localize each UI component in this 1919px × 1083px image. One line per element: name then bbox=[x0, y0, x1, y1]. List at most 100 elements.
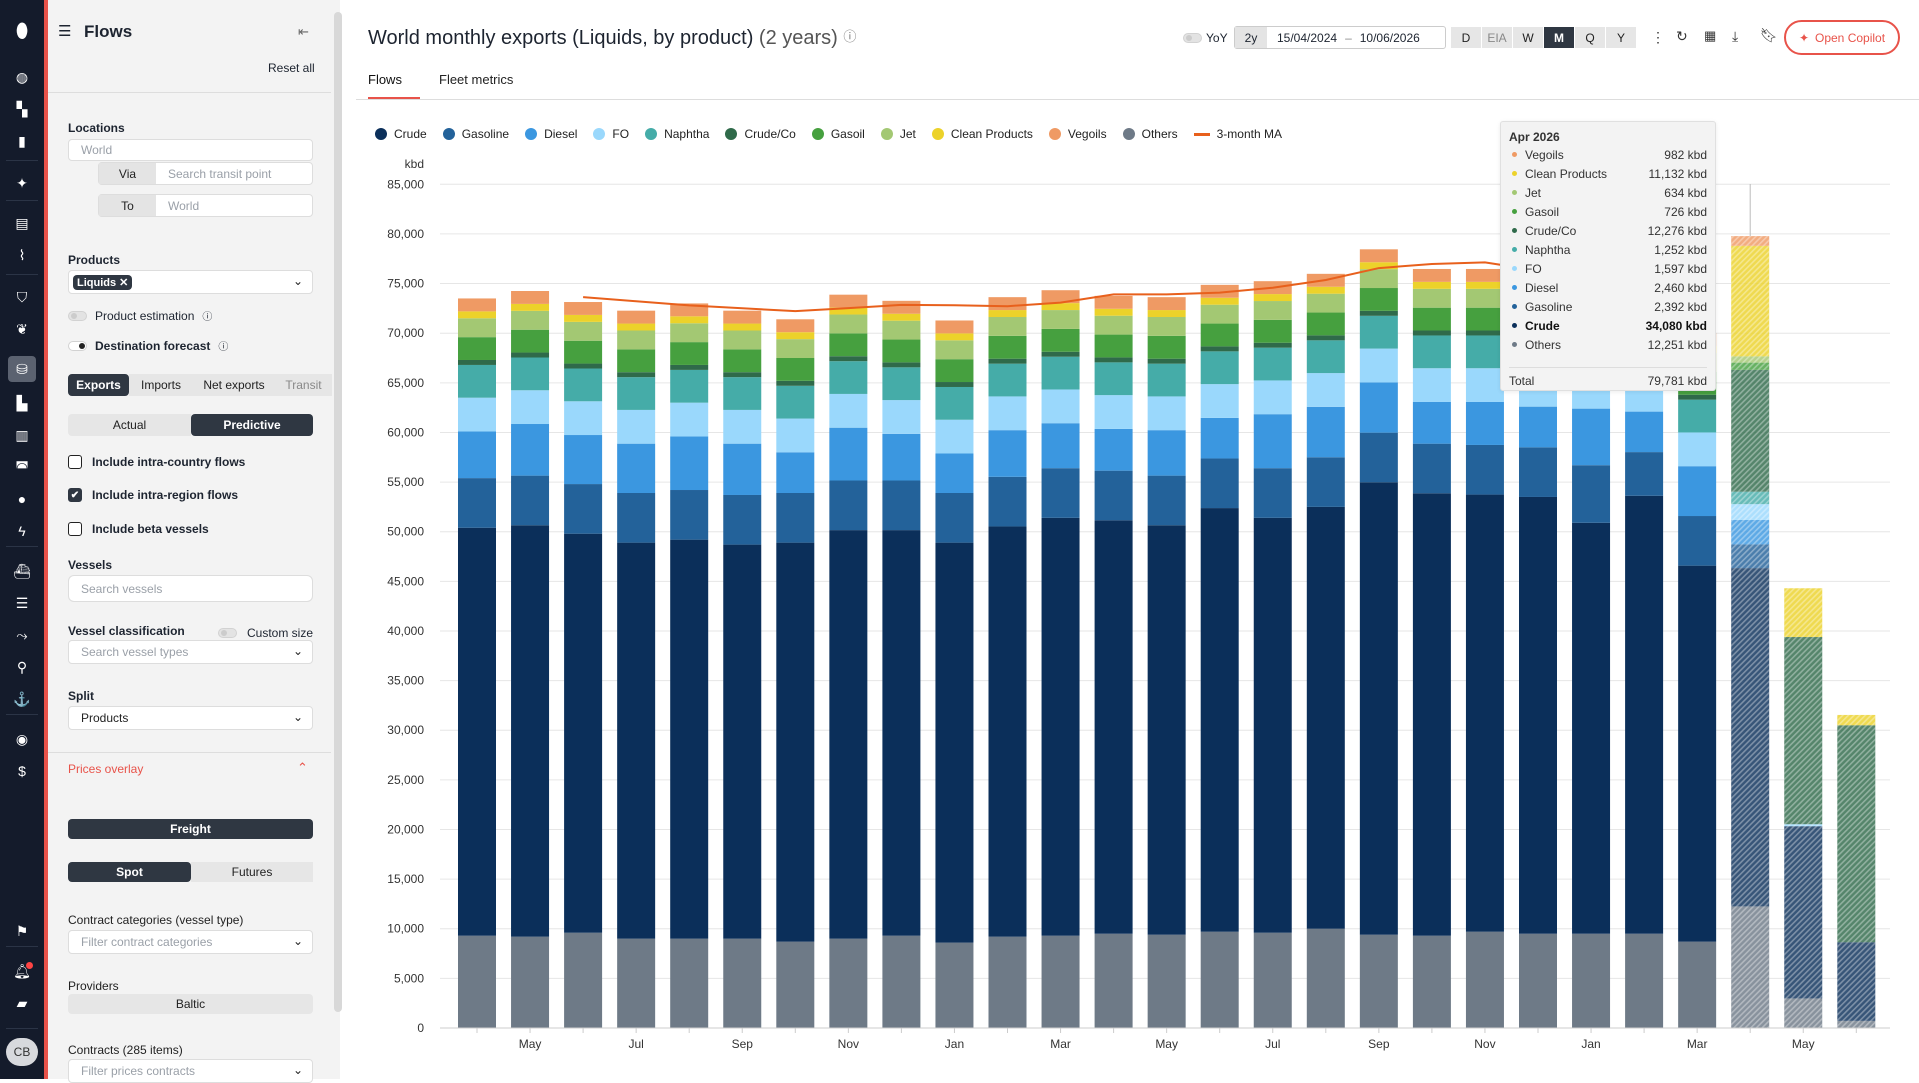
list-icon[interactable]: ☰ bbox=[15, 594, 29, 611]
bar-segment-others[interactable] bbox=[670, 938, 709, 1028]
bar-segment-diesel[interactable] bbox=[1147, 430, 1186, 476]
bar-segment-vegoils[interactable] bbox=[935, 320, 974, 334]
bar-segment-clean-products[interactable] bbox=[511, 303, 550, 311]
tab-fleet-metrics[interactable]: Fleet metrics bbox=[439, 72, 514, 87]
bar-segment-others[interactable] bbox=[1519, 933, 1557, 1028]
bar-segment-diesel[interactable] bbox=[1465, 401, 1504, 445]
bar-segment-diesel[interactable] bbox=[511, 424, 550, 476]
bar-segment-gasoline[interactable] bbox=[1465, 444, 1504, 495]
bar-stack[interactable] bbox=[511, 291, 550, 1028]
date-range-picker[interactable]: 2y 15/04/2024 – 10/06/2026 bbox=[1234, 26, 1446, 49]
bar-segment-diesel[interactable] bbox=[829, 427, 868, 481]
bar-segment-gasoil[interactable] bbox=[935, 359, 974, 383]
bar-segment-clean-products[interactable] bbox=[617, 323, 656, 331]
bar-segment-others[interactable] bbox=[776, 941, 815, 1028]
bar-segment-clean-products[interactable] bbox=[988, 310, 1027, 318]
period-w[interactable]: W bbox=[1513, 27, 1543, 48]
bar-segment-jet[interactable] bbox=[617, 330, 656, 350]
legend-item[interactable]: FO bbox=[593, 127, 629, 141]
bar-segment-crude[interactable] bbox=[1412, 493, 1451, 936]
bar-segment-clean-products[interactable] bbox=[882, 313, 921, 321]
bar-segment-others[interactable] bbox=[882, 935, 921, 1028]
bar-segment-naphtha[interactable] bbox=[1678, 399, 1717, 433]
vessel-search-icon[interactable]: ⚲ bbox=[16, 658, 28, 675]
bar-segment-crude[interactable] bbox=[723, 544, 762, 939]
bar-segment-gasoline[interactable] bbox=[1412, 443, 1451, 494]
bar-segment-crude-co[interactable] bbox=[1412, 330, 1451, 336]
date-to[interactable]: 10/06/2026 bbox=[1359, 30, 1420, 45]
legend-item[interactable]: 3-month MA bbox=[1193, 127, 1282, 141]
info-icon[interactable]: ⓘ bbox=[218, 342, 229, 353]
bar-segment-diesel[interactable] bbox=[988, 430, 1027, 477]
bar-segment-diesel[interactable] bbox=[1572, 408, 1611, 466]
bar-segment-gasoil[interactable] bbox=[1253, 319, 1292, 343]
bar-segment-jet[interactable] bbox=[458, 318, 496, 338]
bar-segment-gasoil[interactable] bbox=[617, 349, 656, 373]
bar-segment-vegoils[interactable] bbox=[829, 294, 868, 308]
bar-segment-others[interactable] bbox=[511, 936, 550, 1028]
dollar-icon[interactable]: $ bbox=[18, 763, 26, 779]
bar-stack[interactable] bbox=[829, 294, 868, 1028]
bar-segment-fo[interactable] bbox=[1041, 389, 1080, 424]
bar-segment-diesel[interactable] bbox=[776, 452, 815, 493]
bar-stack[interactable] bbox=[670, 303, 709, 1028]
custom-size-toggle[interactable]: Custom size bbox=[218, 626, 313, 640]
chevron-down-icon[interactable]: ⌄ bbox=[292, 1063, 303, 1077]
bar-stack[interactable] bbox=[935, 320, 974, 1028]
bar-segment-vegoils[interactable] bbox=[1465, 268, 1504, 282]
bar-segment-others[interactable] bbox=[1306, 928, 1345, 1028]
bar-segment-naphtha[interactable] bbox=[1465, 335, 1504, 369]
bar-stack[interactable] bbox=[1094, 295, 1133, 1028]
bar-stack[interactable] bbox=[1147, 297, 1186, 1028]
products-select[interactable]: Liquids ✕ ⌄ bbox=[68, 270, 313, 294]
bar-segment-crude[interactable] bbox=[882, 530, 921, 936]
bar-segment-others[interactable] bbox=[1625, 933, 1664, 1028]
bar-segment-gasoline[interactable] bbox=[776, 492, 815, 543]
bar-segment-diesel[interactable] bbox=[458, 431, 496, 479]
bar-segment-vegoils[interactable] bbox=[617, 310, 656, 324]
bar-segment-vegoils[interactable] bbox=[723, 310, 762, 324]
bar-segment-naphtha[interactable] bbox=[1200, 351, 1239, 385]
bar-segment-crude-co[interactable] bbox=[1200, 346, 1239, 352]
bar-segment-gasoil[interactable] bbox=[1465, 307, 1504, 331]
bar-stack[interactable] bbox=[1784, 588, 1823, 1028]
bar-segment-jet[interactable] bbox=[1412, 288, 1451, 308]
legend-item[interactable]: Vegoils bbox=[1048, 127, 1107, 141]
bar-segment-jet[interactable] bbox=[882, 320, 921, 340]
more-options-icon[interactable]: ⋮ bbox=[1651, 29, 1665, 45]
bar-segment-jet[interactable] bbox=[1465, 288, 1504, 308]
provider-baltic[interactable]: Baltic bbox=[68, 994, 313, 1014]
bar-segment-clean-products[interactable] bbox=[1253, 294, 1292, 302]
bar-segment-crude-co[interactable] bbox=[1359, 310, 1398, 316]
bar-segment-crude[interactable] bbox=[988, 526, 1027, 937]
bar-segment-crude[interactable] bbox=[1094, 520, 1133, 934]
legend-item[interactable]: Crude/Co bbox=[725, 127, 796, 141]
date-from[interactable]: 15/04/2024 bbox=[1277, 30, 1338, 45]
bar-segment-naphtha[interactable] bbox=[723, 377, 762, 410]
bar-segment-naphtha[interactable] bbox=[1359, 315, 1398, 349]
toggle-switch[interactable] bbox=[218, 628, 237, 638]
bar-segment-gasoline[interactable] bbox=[617, 492, 656, 543]
bar-segment-diesel[interactable] bbox=[1625, 411, 1664, 453]
eye-icon[interactable]: ◉ bbox=[15, 730, 29, 747]
legend-item[interactable]: Jet bbox=[880, 127, 916, 141]
bar-segment-clean-products[interactable] bbox=[1412, 281, 1451, 289]
sparkles-icon[interactable]: ✦ bbox=[16, 174, 28, 191]
bar-segment-naphtha[interactable] bbox=[776, 385, 815, 419]
toggle-switch[interactable] bbox=[68, 340, 87, 351]
tab-flows[interactable]: Flows bbox=[368, 72, 402, 87]
vessels-input[interactable]: Search vessels bbox=[68, 575, 313, 602]
bar-segment-jet[interactable] bbox=[1306, 293, 1345, 313]
prices-overlay-toggle[interactable]: Prices overlay bbox=[68, 762, 144, 776]
yoy-toggle[interactable] bbox=[1183, 33, 1202, 43]
bar-segment-naphtha[interactable] bbox=[564, 368, 603, 402]
bar-stack[interactable] bbox=[1465, 268, 1504, 1028]
bar-segment-clean-products[interactable] bbox=[1094, 308, 1133, 316]
bar-segment-clean-products[interactable] bbox=[723, 323, 762, 331]
flag-icon[interactable]: ⚑ bbox=[15, 922, 29, 939]
bar-segment-fo[interactable] bbox=[1147, 396, 1186, 431]
bar-stack[interactable] bbox=[988, 297, 1027, 1028]
bar-segment-crude[interactable] bbox=[1200, 508, 1239, 932]
bar-segment-crude[interactable] bbox=[1625, 495, 1664, 934]
bar-segment-jet[interactable] bbox=[1147, 317, 1186, 336]
